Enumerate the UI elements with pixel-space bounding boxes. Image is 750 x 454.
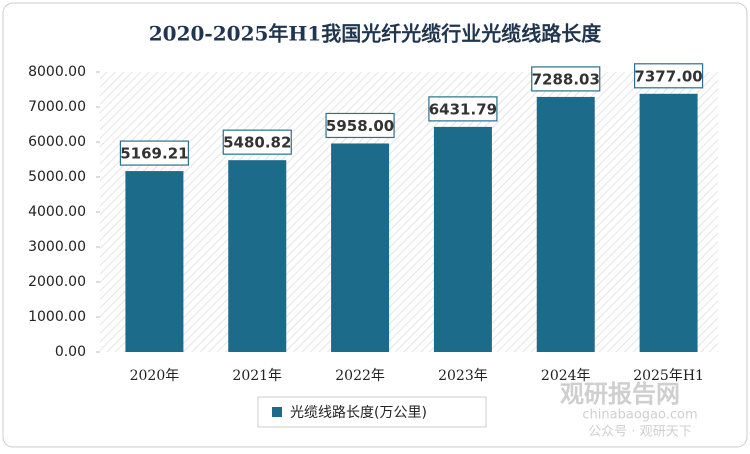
- data-label-box: [325, 112, 395, 139]
- data-label: 7288.03: [532, 70, 600, 88]
- watermark: 公众号 · 观研天下: [588, 425, 691, 440]
- legend-label: 光缆线路长度(万公里): [290, 405, 427, 421]
- data-label-box: [428, 96, 498, 122]
- chart-title: 2020-2025年H1我国光纤光缆行业光缆线路长度: [149, 22, 602, 46]
- y-tick-label: 6000.00: [28, 134, 86, 150]
- data-label-box: [119, 140, 190, 166]
- bar: [228, 160, 287, 352]
- legend-box: [257, 396, 487, 428]
- y-tick-label: 5000.00: [28, 169, 86, 185]
- y-tick-label: 1000.00: [28, 309, 86, 325]
- watermark: 观研报告网: [560, 380, 680, 408]
- legend-swatch: [272, 407, 282, 417]
- data-label: 5169.21: [120, 145, 188, 163]
- bar: [433, 126, 492, 352]
- y-tick-label: 7000.00: [28, 99, 86, 115]
- bar: [536, 96, 595, 353]
- data-label: 5958.00: [326, 117, 394, 135]
- data-label: 5480.82: [223, 134, 291, 152]
- y-tick-label: 2000.00: [28, 274, 86, 290]
- x-tick-label: 2024年: [541, 368, 591, 384]
- data-label-box: [222, 129, 292, 155]
- bar: [125, 171, 184, 352]
- x-tick-label: 2021年: [232, 368, 282, 384]
- watermark: chinabaogao.com: [582, 408, 697, 423]
- x-tick-label: 2025年H1: [633, 368, 704, 384]
- plot-area: [100, 72, 718, 352]
- x-tick-label: 2020年: [130, 368, 180, 384]
- data-label: 7377.00: [634, 67, 702, 85]
- data-label: 6431.79: [429, 100, 497, 118]
- y-tick-label: 0.00: [55, 344, 86, 360]
- x-tick-label: 2023年: [438, 368, 488, 384]
- bar: [639, 93, 698, 353]
- data-label-box: [633, 63, 704, 89]
- data-label-box: [531, 66, 601, 92]
- y-tick-label: 3000.00: [28, 239, 86, 255]
- bar: [331, 143, 390, 352]
- y-tick-label: 8000.00: [28, 64, 86, 80]
- x-tick-label: 2022年: [335, 368, 385, 384]
- y-tick-label: 4000.00: [28, 204, 86, 220]
